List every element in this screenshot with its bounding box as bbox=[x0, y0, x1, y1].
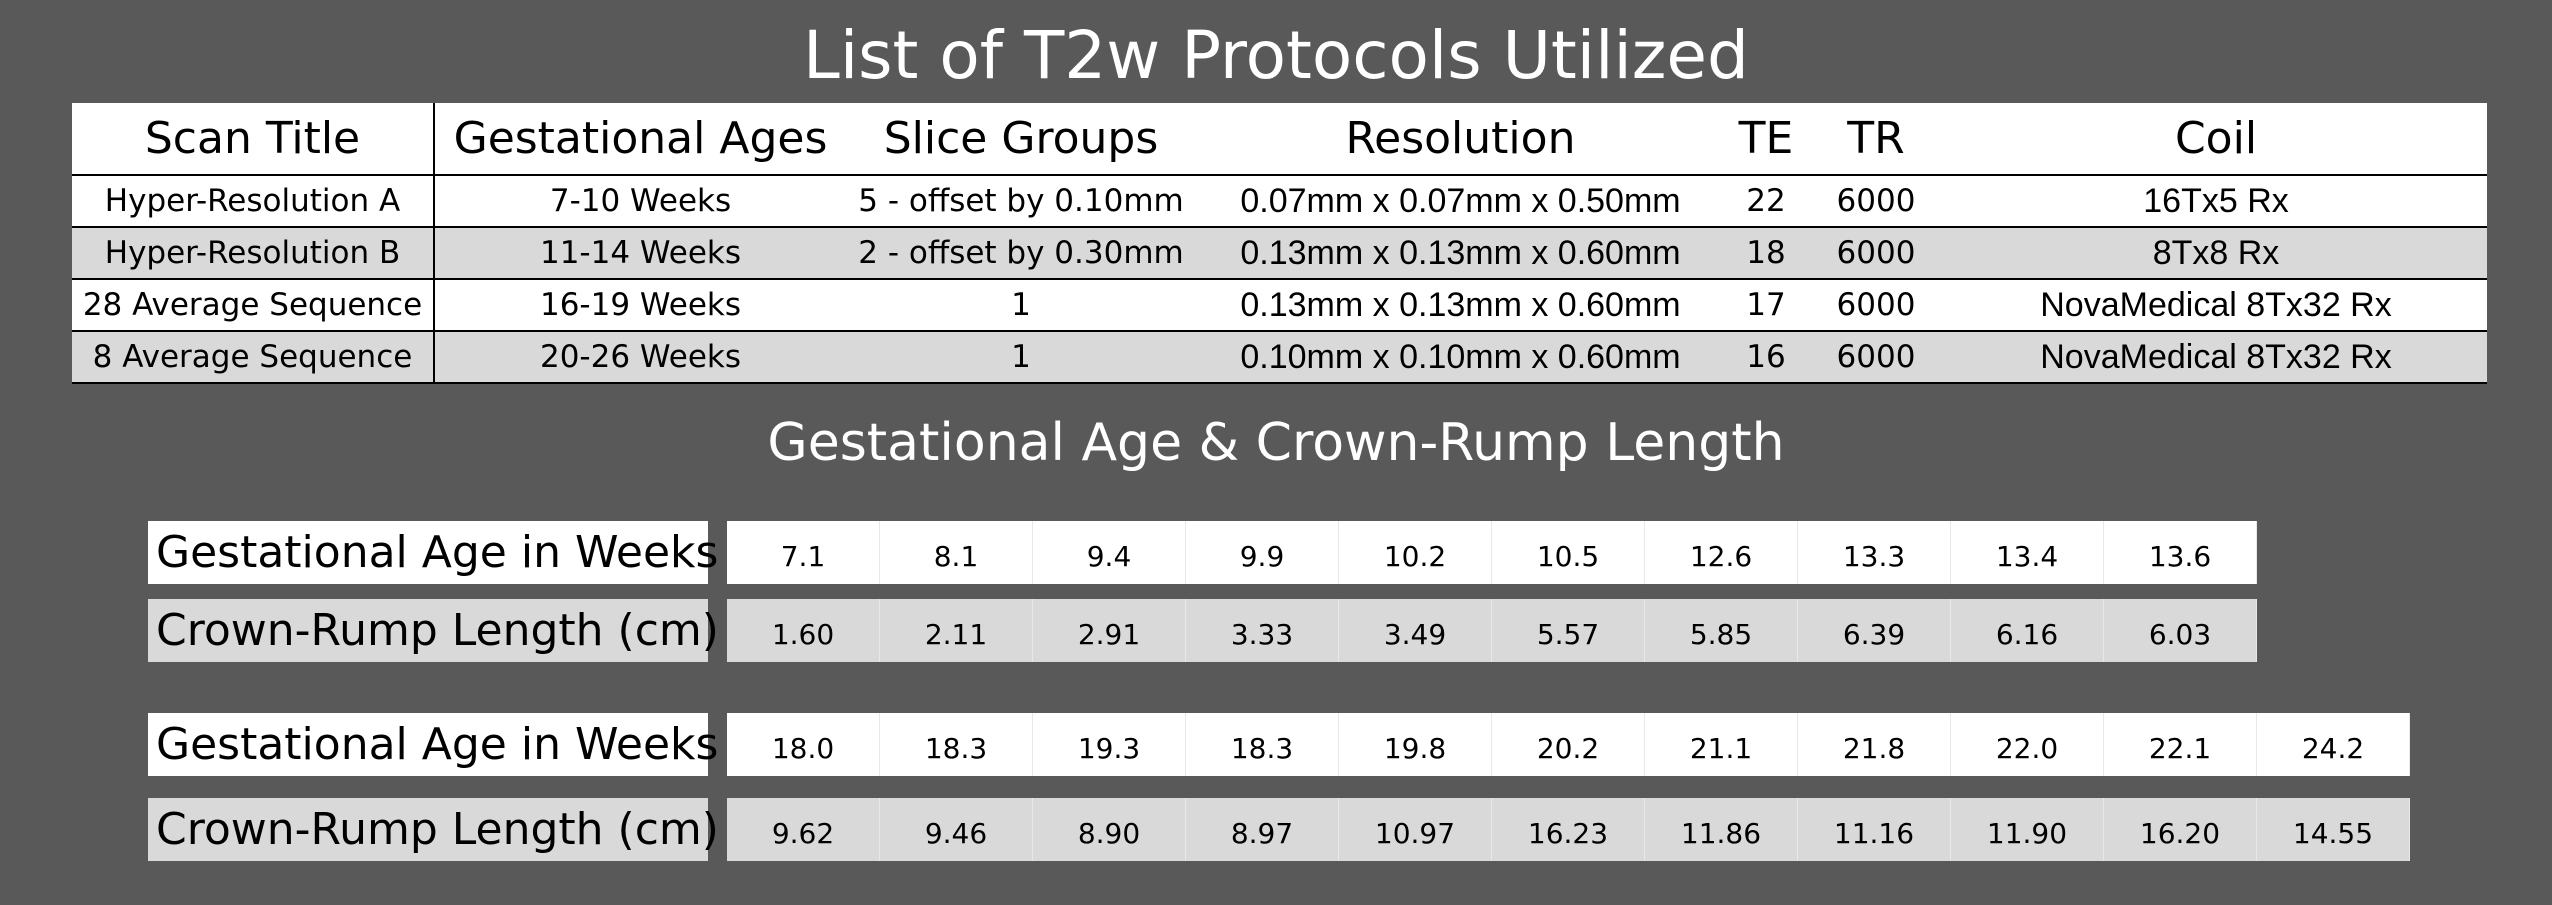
value-cell: 18.0 bbox=[727, 713, 880, 776]
value-cell: 22.0 bbox=[1951, 713, 2104, 776]
value-cell: 20.2 bbox=[1492, 713, 1645, 776]
table-cell: 28 Average Sequence bbox=[72, 280, 435, 332]
table-cell: NovaMedical 8Tx32 Rx bbox=[1945, 280, 2487, 332]
value-cell: 21.8 bbox=[1798, 713, 1951, 776]
value-cell: 16.20 bbox=[2104, 798, 2257, 861]
row-label: Crown-Rump Length (cm) bbox=[148, 798, 719, 861]
table-cell: 2 - offset by 0.30mm bbox=[846, 228, 1196, 280]
table-cell: 17 bbox=[1725, 280, 1807, 332]
table-cell: 22 bbox=[1725, 176, 1807, 228]
table-cell: Hyper-Resolution A bbox=[72, 176, 435, 228]
value-cell: 13.6 bbox=[2104, 521, 2257, 584]
value-cell: 6.39 bbox=[1798, 599, 1951, 662]
row-label: Gestational Age in Weeks bbox=[148, 713, 718, 776]
table-cell: 6000 bbox=[1807, 176, 1945, 228]
value-cell: 22.1 bbox=[2104, 713, 2257, 776]
table-cell: 8 Average Sequence bbox=[72, 332, 435, 384]
value-cell: 16.23 bbox=[1492, 798, 1645, 861]
column-header: Scan Title bbox=[72, 103, 435, 176]
table-cell: 1 bbox=[846, 280, 1196, 332]
column-header: Slice Groups bbox=[846, 103, 1196, 176]
value-cell: 6.16 bbox=[1951, 599, 2104, 662]
table-cell: 8Tx8 Rx bbox=[1945, 228, 2487, 280]
table-cell: 5 - offset by 0.10mm bbox=[846, 176, 1196, 228]
value-cell: 5.85 bbox=[1645, 599, 1798, 662]
value-cell: 10.5 bbox=[1492, 521, 1645, 584]
value-cell: 9.62 bbox=[727, 798, 880, 861]
table-cell: 16Tx5 Rx bbox=[1945, 176, 2487, 228]
value-cell: 11.90 bbox=[1951, 798, 2104, 861]
table-cell: Hyper-Resolution B bbox=[72, 228, 435, 280]
table-cell: NovaMedical 8Tx32 Rx bbox=[1945, 332, 2487, 384]
table-cell: 6000 bbox=[1807, 332, 1945, 384]
section-title: Gestational Age & Crown-Rump Length bbox=[767, 413, 1785, 473]
value-cell: 6.03 bbox=[2104, 599, 2257, 662]
table-cell: 0.07mm x 0.07mm x 0.50mm bbox=[1196, 176, 1725, 228]
column-header: Gestational Ages bbox=[435, 103, 846, 176]
value-cell: 8.90 bbox=[1033, 798, 1186, 861]
table-cell: 16-19 Weeks bbox=[435, 280, 846, 332]
value-cell: 11.86 bbox=[1645, 798, 1798, 861]
table-cell: 11-14 Weeks bbox=[435, 228, 846, 280]
table-cell: 0.10mm x 0.10mm x 0.60mm bbox=[1196, 332, 1725, 384]
value-cell: 8.97 bbox=[1186, 798, 1339, 861]
table-cell: 18 bbox=[1725, 228, 1807, 280]
value-cell: 18.3 bbox=[880, 713, 1033, 776]
value-cell: 7.1 bbox=[727, 521, 880, 584]
value-cell: 8.1 bbox=[880, 521, 1033, 584]
column-header: TE bbox=[1725, 103, 1807, 176]
table-cell: 0.13mm x 0.13mm x 0.60mm bbox=[1196, 280, 1725, 332]
table-cell: 1 bbox=[846, 332, 1196, 384]
value-cell: 9.4 bbox=[1033, 521, 1186, 584]
value-cell: 21.1 bbox=[1645, 713, 1798, 776]
table-cell: 16 bbox=[1725, 332, 1807, 384]
value-cell: 13.3 bbox=[1798, 521, 1951, 584]
page-title: List of T2w Protocols Utilized bbox=[803, 16, 1749, 94]
value-cell: 9.46 bbox=[880, 798, 1033, 861]
value-cell: 2.91 bbox=[1033, 599, 1186, 662]
value-cell: 3.33 bbox=[1186, 599, 1339, 662]
value-cell: 19.8 bbox=[1339, 713, 1492, 776]
value-cell: 12.6 bbox=[1645, 521, 1798, 584]
table-cell: 7-10 Weeks bbox=[435, 176, 846, 228]
table-cell: 0.13mm x 0.13mm x 0.60mm bbox=[1196, 228, 1725, 280]
column-header: Coil bbox=[1945, 103, 2487, 176]
value-cell: 3.49 bbox=[1339, 599, 1492, 662]
value-cell: 13.4 bbox=[1951, 521, 2104, 584]
column-header: TR bbox=[1807, 103, 1945, 176]
column-header: Resolution bbox=[1196, 103, 1725, 176]
table-cell: 20-26 Weeks bbox=[435, 332, 846, 384]
value-cell: 5.57 bbox=[1492, 599, 1645, 662]
table-cell: 6000 bbox=[1807, 280, 1945, 332]
value-cell: 9.9 bbox=[1186, 521, 1339, 584]
value-cell: 14.55 bbox=[2257, 798, 2410, 861]
table-cell: 6000 bbox=[1807, 228, 1945, 280]
value-cell: 1.60 bbox=[727, 599, 880, 662]
value-cell: 18.3 bbox=[1186, 713, 1339, 776]
value-cell: 24.2 bbox=[2257, 713, 2410, 776]
value-cell: 10.2 bbox=[1339, 521, 1492, 584]
value-cell: 10.97 bbox=[1339, 798, 1492, 861]
row-label: Gestational Age in Weeks bbox=[148, 521, 718, 584]
value-cell: 11.16 bbox=[1798, 798, 1951, 861]
value-cell: 19.3 bbox=[1033, 713, 1186, 776]
value-cell: 2.11 bbox=[880, 599, 1033, 662]
row-label: Crown-Rump Length (cm) bbox=[148, 599, 719, 662]
